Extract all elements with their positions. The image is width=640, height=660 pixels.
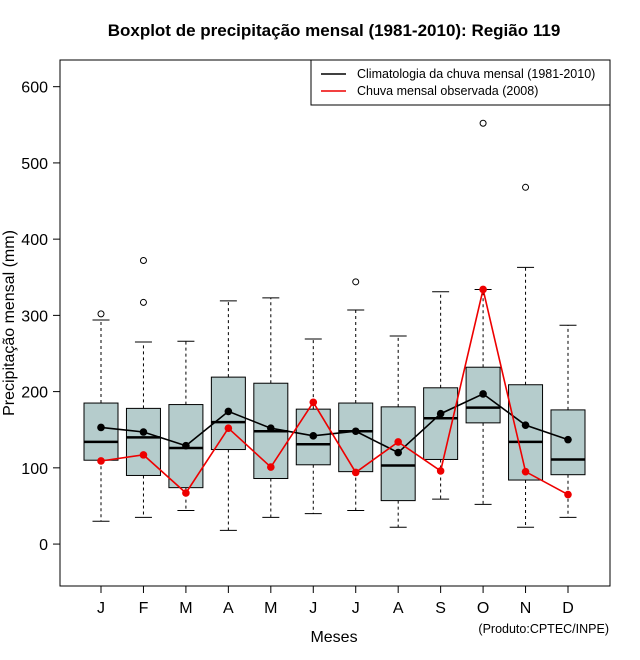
x-tick-label: S bbox=[435, 600, 446, 617]
climatology-point bbox=[521, 421, 530, 429]
outlier-point bbox=[97, 310, 105, 318]
observed-point bbox=[394, 438, 402, 446]
climatology-line bbox=[100, 392, 569, 454]
climatology-point bbox=[394, 448, 402, 457]
x-tick-label: A bbox=[223, 600, 234, 617]
outlier-point bbox=[479, 119, 487, 127]
box-M-3 bbox=[168, 340, 204, 512]
outlier-point bbox=[139, 256, 147, 264]
chart-title: Boxplot de precipitação mensal (1981-201… bbox=[108, 21, 561, 40]
observed-line bbox=[100, 289, 569, 496]
x-tick-label: N bbox=[520, 600, 532, 617]
x-tick-label: A bbox=[393, 600, 404, 617]
box-J-1 bbox=[83, 310, 119, 522]
climatology-point bbox=[97, 423, 105, 432]
x-tick-label: M bbox=[264, 600, 277, 617]
x-tick-label: J bbox=[352, 600, 360, 617]
legend: Climatologia da chuva mensal (1981-2010)… bbox=[310, 59, 611, 106]
observed-point bbox=[479, 285, 487, 294]
climatology-point bbox=[564, 435, 572, 444]
x-tick-label: D bbox=[562, 600, 574, 617]
box-iqr bbox=[508, 384, 544, 481]
observed-point bbox=[436, 467, 445, 475]
observed-point bbox=[351, 468, 360, 477]
climatology-point bbox=[267, 424, 275, 433]
y-tick-label: 0 bbox=[39, 537, 48, 554]
climatology-point bbox=[139, 428, 148, 436]
series-group bbox=[97, 285, 572, 499]
outlier-point bbox=[352, 278, 360, 286]
y-axis-label: Precipitação mensal (mm) bbox=[1, 230, 18, 416]
box-O-10 bbox=[465, 119, 501, 505]
legend-box bbox=[310, 59, 611, 106]
climatology-point bbox=[479, 390, 487, 398]
climatology-point bbox=[351, 427, 360, 436]
observed-point bbox=[139, 451, 148, 459]
observed-point bbox=[521, 467, 530, 476]
outlier-point bbox=[522, 183, 530, 191]
observed-point bbox=[267, 463, 275, 471]
observed-point bbox=[182, 489, 190, 497]
legend-climatology-label: Climatologia da chuva mensal (1981-2010) bbox=[357, 67, 595, 81]
x-tick-label: F bbox=[139, 600, 149, 617]
legend-observed-label: Chuva mensal observada (2008) bbox=[357, 84, 538, 98]
x-tick-label: M bbox=[179, 600, 192, 617]
y-tick-label: 100 bbox=[21, 461, 48, 478]
box-F-2 bbox=[125, 256, 161, 518]
box-M-5 bbox=[253, 297, 289, 518]
observed-point bbox=[97, 457, 105, 465]
y-tick-label: 200 bbox=[21, 385, 48, 402]
x-tick-label: J bbox=[97, 600, 105, 617]
x-tick-label: O bbox=[477, 600, 489, 617]
y-tick-label: 600 bbox=[21, 80, 48, 97]
box-N-11 bbox=[508, 183, 544, 528]
y-tick-label: 300 bbox=[21, 308, 48, 325]
climatology-point bbox=[224, 407, 233, 416]
y-tick-label: 500 bbox=[21, 156, 48, 173]
observed-point bbox=[309, 398, 318, 407]
credit-text: (Produto:CPTEC/INPE) bbox=[478, 622, 609, 636]
plot-frame bbox=[59, 59, 611, 587]
outlier-point bbox=[139, 298, 147, 306]
climatology-point bbox=[436, 409, 445, 418]
x-tick-label: J bbox=[309, 600, 317, 617]
box-J-6 bbox=[295, 338, 331, 515]
box-A-8 bbox=[380, 335, 416, 528]
climatology-point bbox=[182, 441, 190, 450]
observed-point bbox=[224, 424, 233, 433]
x-axis-label: Meses bbox=[310, 629, 357, 646]
climatology-point bbox=[309, 432, 318, 440]
boxes-group bbox=[83, 119, 586, 531]
y-axis: 0 100 200 300 400 500 600 bbox=[21, 80, 60, 554]
y-tick-label: 400 bbox=[21, 232, 48, 249]
observed-point bbox=[564, 490, 572, 499]
box-iqr bbox=[83, 402, 119, 461]
